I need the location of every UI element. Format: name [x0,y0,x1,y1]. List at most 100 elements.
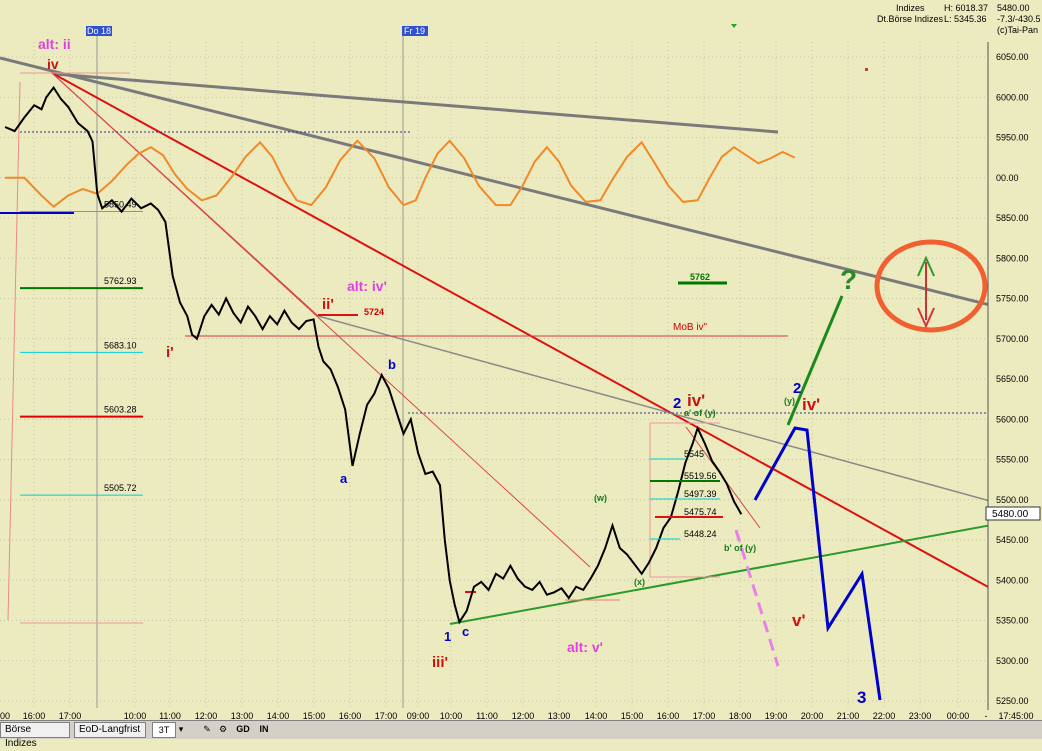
header-low: L: 5345.36 [944,14,987,24]
bottom-tab-bar: Börse Indizes EoD-Langfrist 3T ▾ ✎ ⚙ GD … [0,720,1042,749]
tag-5762: 5762 [690,272,710,282]
header-name-label: Indizes [896,3,925,13]
in-button[interactable]: IN [259,724,269,734]
price-tick-label: 5650.00 [996,374,1029,384]
price-tick-label: 5950.00 [996,133,1029,143]
trend-line-red-main [51,72,991,589]
price-tick-label: 5350.00 [996,616,1029,626]
label-iv-prime-right: iv' [802,395,820,414]
time-tick-label: 16:00 [23,711,46,721]
level-label: 5683.10 [104,340,137,350]
header: Do 18 Fr 19 Indizes Dt.Börse Indizes H: … [0,0,1042,71]
target-annotation [874,239,988,333]
price-tick-label: 5850.00 [996,213,1029,223]
trend-line-green-support [449,517,1031,625]
label-i-prime: i' [166,344,174,361]
trend-line-red-thin-2 [51,72,319,317]
time-tick-label: 18:00 [729,711,752,721]
time-tick-label: 14:00 [267,711,290,721]
time-tick-label: 20:00 [801,711,824,721]
header-change: -7.3/-430.5 [997,14,1041,24]
price-tick-label: 6000.00 [996,92,1029,102]
time-tick-label: 11:00 [476,711,498,721]
gear-icon[interactable]: ⚙ [218,724,228,734]
time-tick-label: 17:45:00 [998,711,1033,721]
chevron-down-icon[interactable]: ▾ [178,724,184,734]
tag-small-0: 5545 [684,449,704,459]
time-tick-label: 21:00 [837,711,860,721]
wave-labels: alt: ii iv alt: iv' ii' i' a b c 1 iii' … [38,36,866,707]
level-label: 5762.93 [104,276,137,286]
time-tick-label: 17:00 [59,711,82,721]
label-y: (y) [784,396,795,406]
gd-button[interactable]: GD [236,724,250,734]
label-ii-prime: ii' [322,296,334,313]
tab-eod-langfrist[interactable]: EoD-Langfrist [74,722,146,738]
time-tick-label: 11:00 [159,711,181,721]
label-1: 1 [444,629,451,644]
time-tick-label: 14:00 [585,711,608,721]
price-tick-label: 5500.00 [996,495,1029,505]
target-circle [874,239,988,333]
price-tick-label: 5800.00 [996,253,1029,263]
pen-icon[interactable]: ✎ [203,724,211,734]
time-tick-label: 16:00 [339,711,362,721]
time-tick-label: 16:00 [657,711,680,721]
time-tick-label: 12:00 [195,711,218,721]
period-select[interactable]: 3T [152,722,176,738]
label-alt-ii: alt: ii [38,36,71,52]
time-tick-label: 09:00 [407,711,430,721]
price-tick-label: 5250.00 [996,696,1029,706]
price-tick-label: 00.00 [996,173,1019,183]
price-tick-label: 5750.00 [996,294,1029,304]
forecast-paths [734,295,882,701]
time-tick-label: 10:00 [440,711,463,721]
label-question: ? [840,264,857,295]
tag-small-1: 5519.56 [684,471,717,481]
price-tick-label: 5400.00 [996,575,1029,585]
level-label: 5505.72 [104,483,137,493]
label-alt-v: alt: v' [567,639,603,655]
time-tick-label: 19:00 [765,711,788,721]
label-iii-prime: iii' [432,654,448,671]
price-tick-label: 5300.00 [996,656,1029,666]
price-tick-label: 6050.00 [996,52,1029,62]
tag-mob: MoB iv" [673,322,708,333]
label-3: 3 [857,688,866,707]
label-a: a [340,471,348,486]
label-b: b [388,357,396,372]
tag-small-2: 5497.39 [684,489,717,499]
tag-small-4: 5448.24 [684,529,717,539]
label-w: (w) [594,493,607,503]
time-tick-label: 15:00 [621,711,644,721]
time-tick-label: 12:00 [512,711,535,721]
time-tick-label: 17:00 [693,711,716,721]
time-tick-label: 13:00 [548,711,571,721]
trend-line-gray-upper [0,56,1031,317]
level-label: 5850.49 [104,200,137,210]
time-tick-label: 00:00 [947,711,970,721]
trend-line-gray-short [54,72,779,134]
forecast-green-path [786,295,844,426]
trend-lines [0,56,1031,625]
header-high: H: 6018.37 [944,3,988,13]
price-tick-label: 5450.00 [996,535,1029,545]
label-2-right: 2 [793,380,801,397]
label-c: c [462,624,469,639]
label-2-mid: 2 [673,395,681,412]
last-price-label: 5480.00 [992,509,1029,520]
price-tags: 5724 5762 MoB iv" 5545 5519.56 5497.39 5… [364,272,723,540]
time-tick-label: - [985,711,988,721]
label-a-of-y: a' of (y) [684,408,716,418]
time-axis: 00 16:00 17:00 10:00 11:00 12:00 13:00 14:00 15:… [0,711,1034,721]
label-x: (x) [634,577,645,587]
tab-boerse-indizes[interactable]: Börse Indizes [0,722,70,749]
last-price-tag: 5480.00 [985,506,1041,521]
trend-line-pink-left [7,81,21,621]
time-tick-label: 15:00 [303,711,326,721]
label-iv: iv [47,56,59,72]
chart-grid [0,36,988,708]
time-tick-label: 10:00 [124,711,147,721]
time-tick-label: 23:00 [909,711,932,721]
